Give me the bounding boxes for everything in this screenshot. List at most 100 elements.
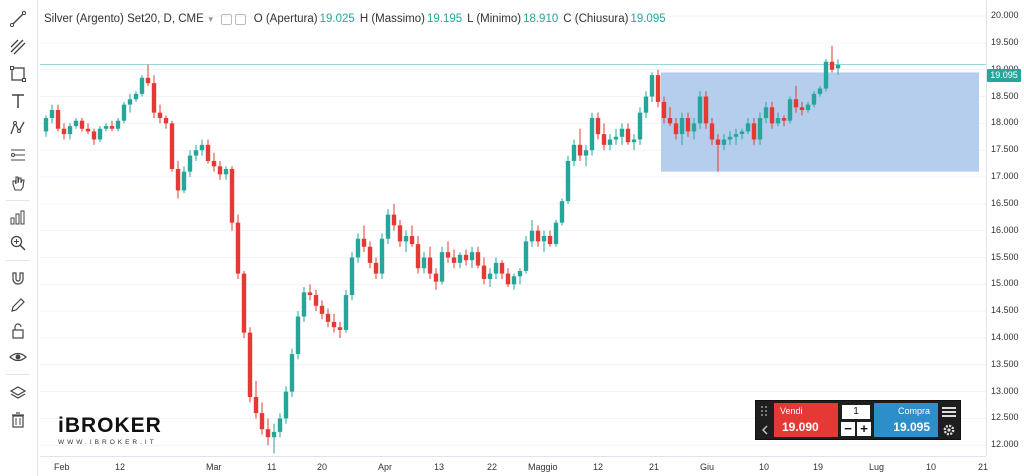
settings-toggle-icon[interactable] (234, 13, 246, 25)
candle-body (235, 222, 241, 274)
price-tick-label: 16.000 (991, 224, 1019, 235)
candle-body (193, 150, 199, 156)
candle-body (511, 276, 517, 285)
ohlc-legend: Silver (Argento) Set20, D, CME ▼ O (Aper… (44, 11, 666, 27)
candle-body (175, 168, 181, 191)
candle-body (709, 123, 715, 140)
symbol-title[interactable]: Silver (Argento) Set20, D, CME (44, 13, 204, 25)
lock-icon[interactable] (7, 320, 29, 342)
candle-body (91, 131, 97, 140)
drag-handle-icon[interactable] (756, 401, 774, 439)
candle-body (409, 236, 415, 245)
increase-quantity-button[interactable]: + (857, 422, 871, 436)
logo-brand: iBROKER (58, 414, 162, 437)
candle-body (43, 118, 49, 132)
hand-cursor-icon[interactable] (7, 172, 29, 194)
pattern-tool-icon[interactable] (7, 117, 29, 139)
candle-body (517, 270, 523, 277)
candle-body (139, 77, 145, 94)
price-tick-label: 12.000 (991, 439, 1019, 450)
last-price-tag: 19.095 (987, 69, 1021, 82)
chevron-down-icon[interactable]: ▼ (206, 14, 215, 24)
candle-body (145, 77, 151, 84)
pitchfork-tool-icon[interactable] (7, 36, 29, 58)
visibility-toggle-icon[interactable] (220, 13, 232, 25)
candle-body (265, 429, 271, 438)
magnet-icon[interactable] (7, 268, 29, 290)
candle-body (655, 75, 661, 102)
decrease-quantity-button[interactable]: − (841, 422, 855, 436)
candle-body (373, 262, 379, 274)
rectangle-tool-icon[interactable] (7, 63, 29, 85)
candle-body (463, 254, 469, 261)
price-tick-label: 13.000 (991, 385, 1019, 396)
candle-body (367, 246, 373, 263)
candle-body (73, 120, 79, 127)
layers-icon[interactable] (7, 382, 29, 404)
candle-body (355, 238, 361, 258)
candle-body (667, 118, 673, 124)
price-tick-label: 15.000 (991, 278, 1019, 289)
high-label: H (Massimo) (359, 13, 425, 25)
candle-body (793, 99, 799, 108)
time-tick-label: Apr (378, 462, 393, 472)
buy-label: Compra (897, 406, 930, 416)
zoom-icon[interactable] (7, 232, 29, 254)
candle-body (505, 273, 511, 285)
text-tool-icon[interactable] (7, 90, 29, 112)
candle-body (589, 118, 595, 151)
menu-icon[interactable] (942, 405, 956, 417)
candle-body (427, 257, 433, 274)
candle-body (169, 123, 175, 169)
candle-body (229, 168, 235, 223)
buy-button[interactable]: Compra 19.095 (874, 403, 938, 437)
candle-body (529, 230, 535, 242)
candle-body (619, 128, 625, 137)
candle-body (151, 83, 157, 113)
candle-body (607, 139, 613, 145)
time-tick-label: Mar (206, 462, 222, 472)
candle-body (325, 313, 331, 322)
trash-icon[interactable] (7, 409, 29, 431)
candle-body (115, 120, 121, 129)
fib-tool-icon[interactable] (7, 144, 29, 166)
sell-button[interactable]: Vendi 19.090 (774, 403, 838, 437)
price-tick-label: 12.500 (991, 412, 1019, 423)
candle-body (259, 413, 265, 430)
candle-body (745, 123, 751, 132)
candle-body (319, 305, 325, 314)
candle-body (307, 292, 313, 296)
quantity-input[interactable]: 1 (842, 405, 870, 419)
price-tick-label: 13.500 (991, 358, 1019, 369)
candle-body (181, 171, 187, 191)
candle-body (631, 139, 637, 143)
chart-area[interactable] (40, 0, 986, 476)
price-axis[interactable]: 20.000 19.500 19.000 18.500 18.000 17.500 17.0… (986, 0, 1024, 456)
open-label: O (Apertura) (253, 13, 318, 25)
trend-line-tool-icon[interactable] (7, 8, 29, 30)
candle-body (223, 168, 229, 175)
candle-body (499, 262, 505, 274)
measure-tool-icon[interactable] (7, 206, 29, 228)
candlestick-chart[interactable] (40, 0, 986, 456)
candle-body (523, 241, 529, 271)
open-value: 19.025 (319, 13, 355, 25)
candle-body (559, 201, 565, 223)
candle-body (649, 75, 655, 97)
candle-body (109, 126, 115, 129)
price-tick-label: 20.000 (991, 10, 1019, 21)
time-tick-label: 12 (593, 462, 604, 472)
candle-body (457, 254, 463, 263)
candle-body (199, 144, 205, 151)
time-axis[interactable]: Feb 12 Mar 11 20 Apr 13 22 Maggio 12 21 Giu 10 19 Lug 1… (40, 456, 988, 476)
gear-icon[interactable] (942, 423, 956, 437)
candle-body (391, 214, 397, 226)
time-tick-label: 20 (317, 462, 328, 472)
time-tick-label: Feb (54, 462, 70, 472)
candle-body (313, 295, 319, 306)
high-value: 19.195 (426, 13, 463, 25)
candle-body (163, 118, 169, 124)
pencil-lock-icon[interactable] (7, 294, 29, 316)
candle-body (67, 126, 73, 135)
eye-icon[interactable] (7, 346, 29, 368)
